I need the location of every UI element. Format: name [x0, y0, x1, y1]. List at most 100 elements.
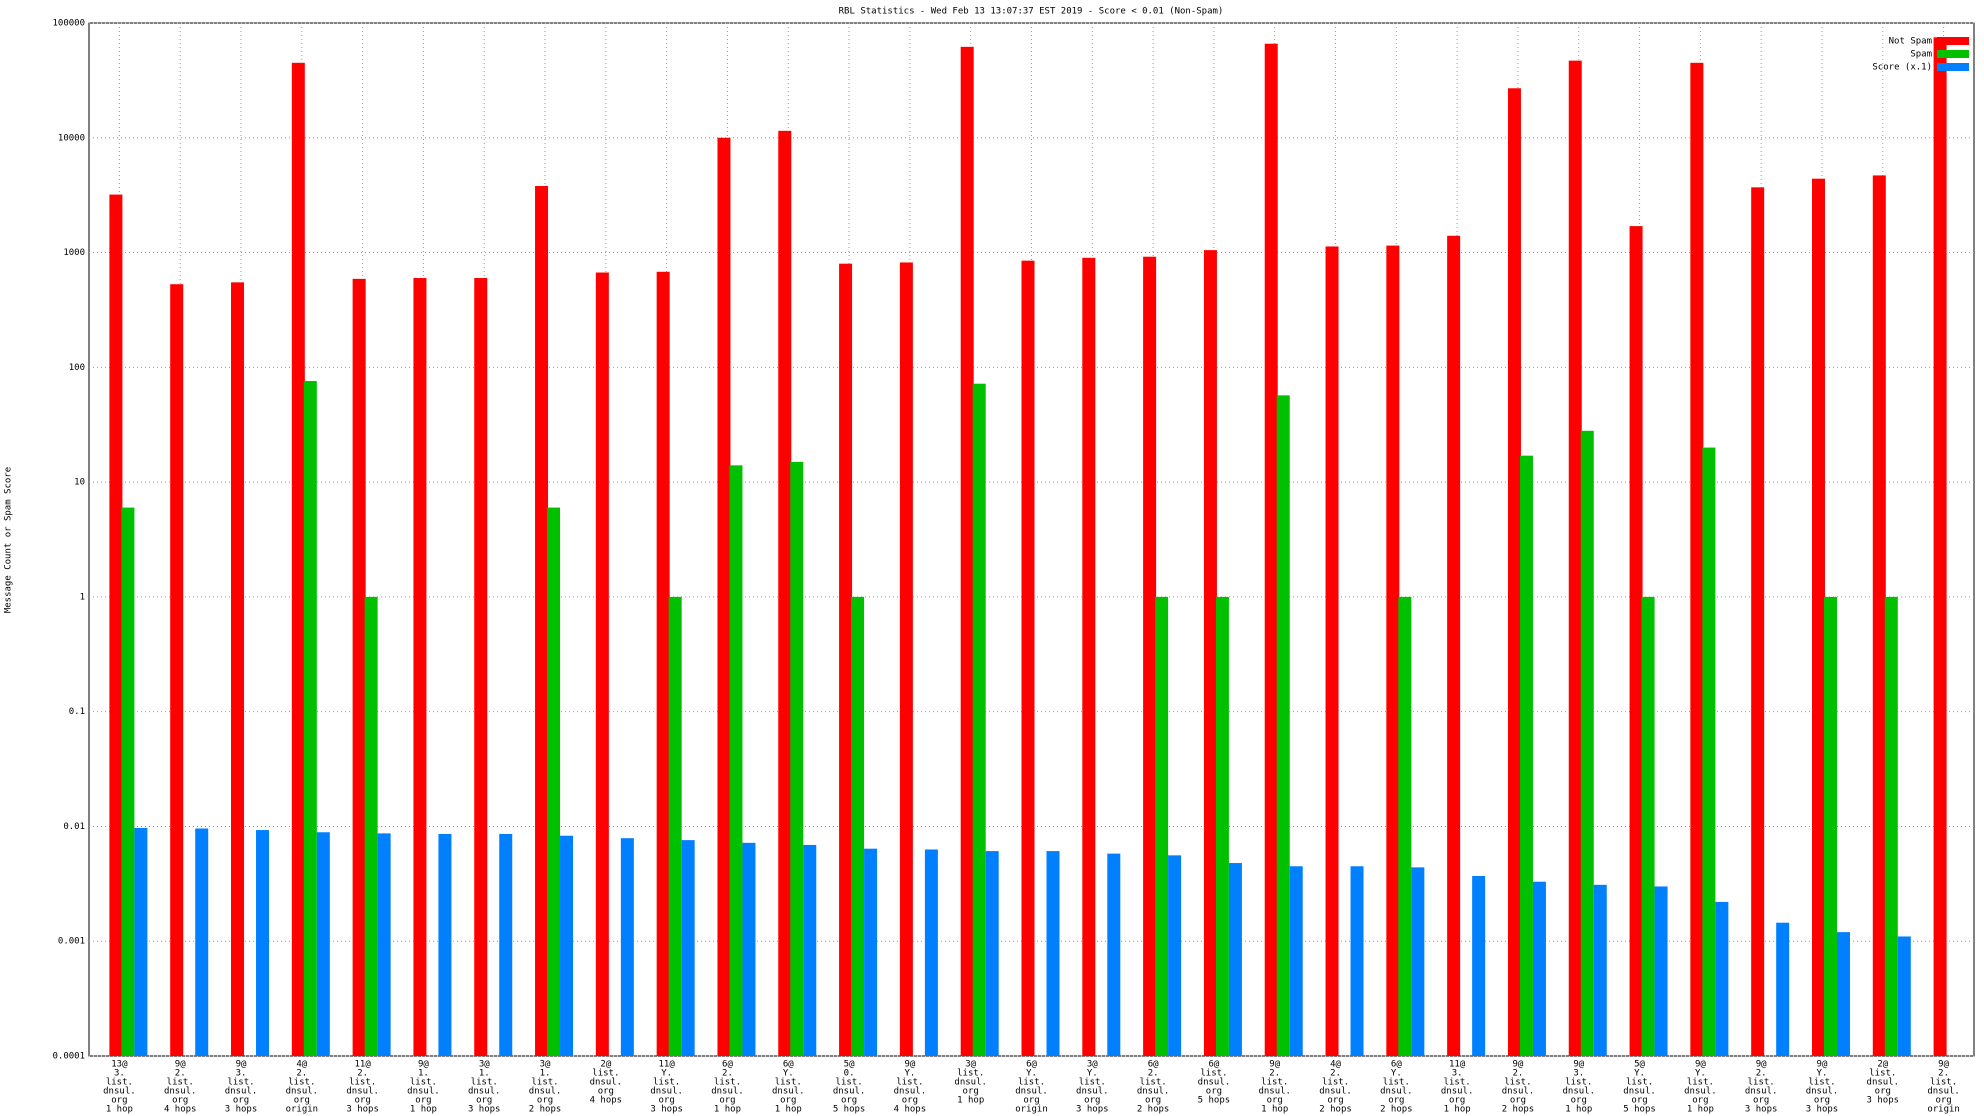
x-tick-label: org [963, 1087, 979, 1097]
bar [1823, 596, 1837, 1056]
x-tick-label: dnsul. [1867, 1078, 1900, 1088]
x-tick-label: 6@ [783, 1060, 794, 1070]
x-tick-label: list. [714, 1078, 741, 1088]
x-tick-label: 2. [175, 1069, 186, 1079]
x-tick-label: 1 hop [410, 1105, 437, 1115]
x-tick-label: 3 hops [346, 1105, 379, 1115]
x-tick-label: 4 hops [894, 1105, 927, 1115]
x-tick-label: list. [1200, 1069, 1227, 1079]
bar [1155, 596, 1169, 1056]
bar [1276, 395, 1290, 1056]
x-tick-label: 2. [357, 1069, 368, 1079]
x-tick-label: list. [957, 1069, 984, 1079]
legend-swatch [1937, 50, 1969, 58]
x-tick-label: org [1692, 1096, 1708, 1106]
bar [195, 828, 209, 1056]
x-tick-label: org [1145, 1096, 1161, 1106]
x-tick-label: list. [1808, 1078, 1835, 1088]
x-tick-label: 9@ [1573, 1060, 1584, 1070]
x-tick-label: 3. [114, 1069, 125, 1079]
x-tick-label: org [719, 1096, 735, 1106]
x-tick-label: 3 hops [1867, 1096, 1900, 1106]
x-tick-label: dnsul. [894, 1087, 927, 1097]
y-tick-label: 100 [69, 363, 85, 373]
x-tick-label: 2 hops [1319, 1105, 1352, 1115]
x-tick-label: 4@ [1330, 1060, 1341, 1070]
x-tick-label: list. [1626, 1078, 1653, 1088]
x-tick-label: 3 hops [1076, 1105, 1109, 1115]
bar [864, 848, 878, 1056]
x-tick-label: list. [1079, 1078, 1106, 1088]
x-tick-label: list. [1444, 1078, 1471, 1088]
x-tick-label: 2 hops [1137, 1105, 1170, 1115]
x-tick-label: 9@ [236, 1060, 247, 1070]
x-tick-label: list. [1018, 1078, 1045, 1088]
x-tick-label: org [1084, 1096, 1100, 1106]
x-tick-label: list. [471, 1078, 498, 1088]
x-tick-label: list. [288, 1078, 315, 1088]
x-tick-label: org [111, 1096, 127, 1106]
x-tick-label: Y. [1634, 1069, 1645, 1079]
x-tick-label: 6@ [1148, 1060, 1159, 1070]
y-tick-label: 100000 [52, 19, 85, 29]
x-tick-label: 3. [1452, 1069, 1463, 1079]
bar [170, 284, 184, 1057]
x-tick-label: dnsul. [711, 1087, 744, 1097]
x-tick-label: origin [1015, 1105, 1048, 1115]
bar [1629, 226, 1643, 1057]
x-tick-label: 13@ [111, 1060, 128, 1070]
bar [1264, 43, 1278, 1057]
x-tick-label: 3 hops [1806, 1105, 1839, 1115]
chart-title: RBL Statistics - Wed Feb 13 13:07:37 EST… [839, 7, 1224, 17]
bar [1021, 260, 1035, 1056]
x-tick-label: dnsul. [1806, 1087, 1839, 1097]
x-tick-label: org [1267, 1096, 1283, 1106]
bar [803, 844, 817, 1056]
x-tick-label: 3 hops [225, 1105, 258, 1115]
x-tick-label: org [1206, 1087, 1222, 1097]
bar [1872, 175, 1886, 1057]
x-tick-label: Y. [1391, 1069, 1402, 1079]
x-tick-label: org [233, 1096, 249, 1106]
x-tick-label: 1 hop [1444, 1105, 1471, 1115]
y-tick-label: 0.0001 [52, 1052, 85, 1062]
bar [231, 282, 245, 1056]
x-tick-label: 3@ [540, 1060, 551, 1070]
x-tick-label: org [1753, 1096, 1769, 1106]
x-tick-label: Y. [904, 1069, 915, 1079]
x-tick-label: list. [106, 1078, 133, 1088]
bar [1107, 853, 1121, 1056]
bar [1641, 596, 1655, 1056]
x-tick-label: 5 hops [833, 1105, 866, 1115]
x-tick-label: 1. [540, 1069, 551, 1079]
bar [1702, 447, 1716, 1056]
bar [560, 835, 574, 1056]
x-tick-label: 2 hops [1502, 1105, 1535, 1115]
x-tick-label: 2. [1148, 1069, 1159, 1079]
x-tick-label: org [1875, 1087, 1891, 1097]
x-tick-label: org [294, 1096, 310, 1106]
bar [352, 278, 366, 1056]
bar [656, 271, 670, 1057]
bar [499, 833, 513, 1056]
x-tick-label: list. [592, 1069, 619, 1079]
bar [1398, 596, 1412, 1056]
bar [668, 596, 682, 1056]
x-tick-label: list. [1383, 1078, 1410, 1088]
bar [109, 194, 123, 1056]
bar [1568, 60, 1582, 1057]
x-tick-label: dnsul. [1745, 1087, 1778, 1097]
bar [1751, 187, 1765, 1056]
bar [1046, 851, 1060, 1056]
x-tick-label: 9@ [418, 1060, 429, 1070]
x-tick-label: 1 hop [957, 1096, 984, 1106]
x-tick-label: 2@ [1877, 1060, 1888, 1070]
x-tick-label: org [1023, 1096, 1039, 1106]
x-tick-label: org [659, 1096, 675, 1106]
x-tick-label: 5 hops [1198, 1096, 1231, 1106]
x-tick-label: 5@ [1634, 1060, 1645, 1070]
x-tick-label: 2. [722, 1069, 733, 1079]
x-tick-label: 2 hops [1380, 1105, 1413, 1115]
y-axis-label: Message Count or Spam Score [4, 467, 14, 613]
